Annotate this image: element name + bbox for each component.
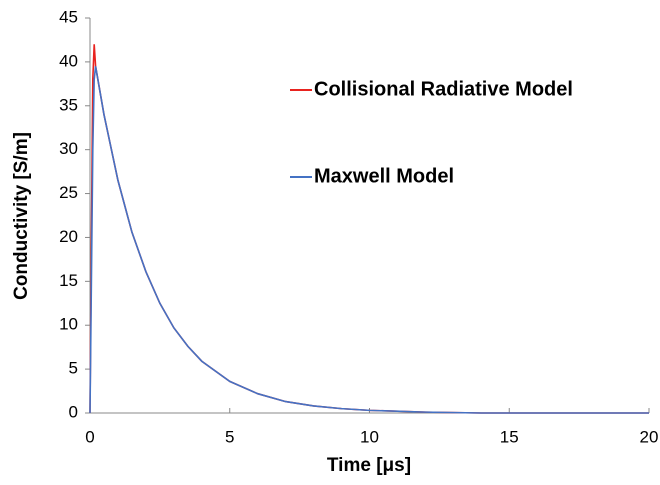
legend-label: Collisional Radiative Model [314, 78, 573, 100]
y-tick-label: 5 [69, 359, 78, 378]
x-tick-label: 0 [85, 427, 94, 446]
y-tick-label: 45 [59, 7, 78, 26]
x-tick-label: 15 [500, 427, 519, 446]
y-tick-label: 40 [59, 51, 78, 70]
legend-label: Maxwell Model [314, 165, 454, 187]
y-axis-title: Conductivity [S/m] [11, 132, 32, 300]
y-tick-label: 35 [59, 95, 78, 114]
y-tick-label: 15 [59, 271, 78, 290]
y-tick-label: 25 [59, 183, 78, 202]
x-tick-label: 20 [640, 427, 659, 446]
y-tick-label: 30 [59, 139, 78, 158]
x-axis-title: Time [μs] [327, 455, 411, 476]
y-tick-label: 20 [59, 227, 78, 246]
y-tick-label: 0 [69, 402, 78, 421]
x-tick-label: 5 [225, 427, 234, 446]
x-tick-label: 10 [360, 427, 379, 446]
y-tick-label: 10 [59, 315, 78, 334]
series-line [89, 66, 649, 414]
